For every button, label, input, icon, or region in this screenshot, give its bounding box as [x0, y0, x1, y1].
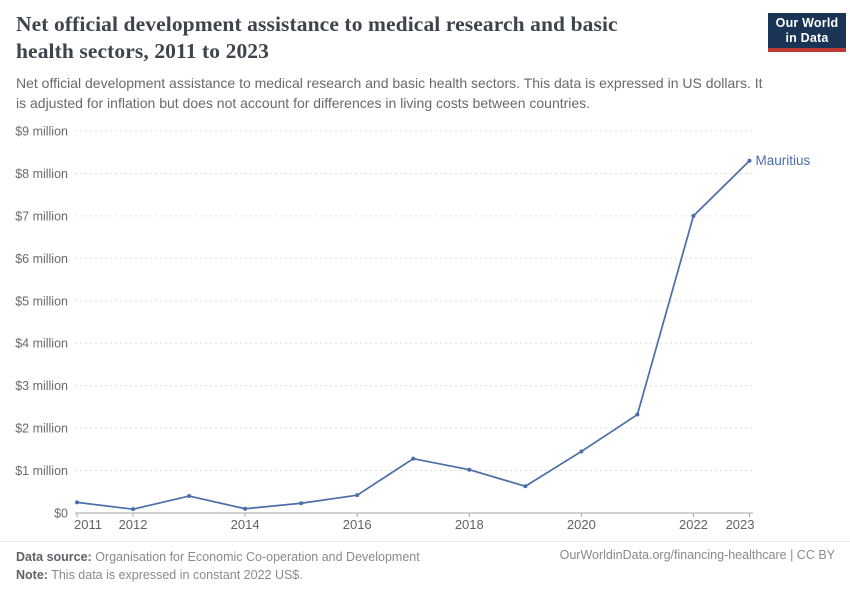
x-axis-tick-label: 2014 [231, 517, 260, 532]
y-axis-tick-label: $7 million [15, 209, 68, 223]
footer-note-label: Note: [16, 568, 48, 582]
footer-citation-link[interactable]: OurWorldinData.org/financing-healthcare … [559, 548, 835, 562]
data-point[interactable] [355, 493, 360, 498]
data-point[interactable] [75, 500, 79, 505]
page-title-line1: Net official development assistance to m… [16, 12, 618, 36]
data-point[interactable] [299, 501, 304, 506]
chart-subtitle-line1: Net official development assistance to m… [16, 75, 763, 91]
footer-source-line: Data source: Organisation for Economic C… [16, 548, 420, 566]
chart-subtitle: Net official development assistance to m… [16, 73, 834, 113]
y-axis-tick-label: $1 million [15, 464, 68, 478]
y-axis-tick-label: $8 million [15, 167, 68, 181]
data-point[interactable] [747, 158, 752, 163]
data-point[interactable] [131, 507, 136, 512]
x-axis-tick-label: 2018 [455, 517, 484, 532]
data-point[interactable] [579, 449, 584, 454]
x-axis-tick-label: 2023 [726, 517, 755, 532]
owid-logo[interactable]: Our World in Data [768, 13, 846, 52]
owid-logo-line1: Our World [775, 15, 839, 30]
footer-source-text: Organisation for Economic Co-operation a… [95, 550, 420, 564]
x-axis-tick-label: 2020 [567, 517, 596, 532]
data-point[interactable] [411, 456, 416, 461]
y-axis-tick-label: $4 million [15, 337, 68, 351]
footer-note-text: This data is expressed in constant 2022 … [51, 568, 303, 582]
data-point[interactable] [243, 506, 248, 511]
series-label[interactable]: Mauritius [756, 153, 811, 168]
data-point[interactable] [523, 484, 528, 489]
y-axis-tick-label: $3 million [15, 379, 68, 393]
data-point[interactable] [635, 412, 640, 417]
data-point[interactable] [187, 494, 192, 499]
footer-note-line: Note: This data is expressed in constant… [16, 566, 420, 584]
page-title-line2: health sectors, 2011 to 2023 [16, 39, 270, 63]
footer-source-note: Data source: Organisation for Economic C… [16, 548, 420, 584]
y-axis-tick-label: $2 million [15, 422, 68, 436]
y-axis-tick-label: $9 million [15, 125, 68, 139]
data-point[interactable] [467, 467, 472, 472]
owid-logo-line2: in Data [785, 30, 829, 45]
x-axis-tick-label: 2016 [343, 517, 372, 532]
x-axis-tick-label: 2022 [679, 517, 708, 532]
footer-source-label: Data source: [16, 550, 92, 564]
line-chart: $0 $1 million $2 million $3 million $4 milli… [15, 125, 811, 533]
data-point[interactable] [691, 213, 696, 218]
page-title: Net official development assistance to m… [16, 11, 756, 65]
footer-divider [0, 541, 850, 542]
x-axis-tick-label: 2012 [119, 517, 148, 532]
chart-subtitle-line2: is adjusted for inflation but does not a… [16, 95, 591, 111]
y-axis-tick-label: $0 [54, 507, 68, 521]
x-axis-tick-label: 2011 [74, 517, 102, 532]
y-axis-tick-label: $6 million [15, 252, 68, 266]
y-axis-tick-label: $5 million [15, 294, 68, 308]
